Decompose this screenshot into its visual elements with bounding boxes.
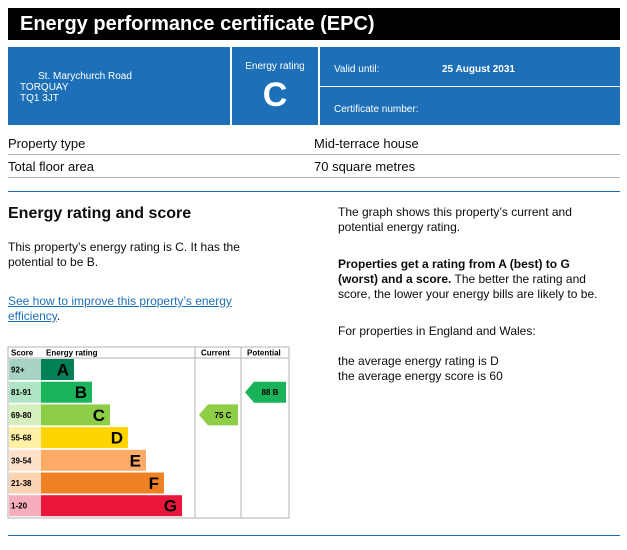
current-rating-marker (199, 404, 238, 426)
address-line3: TQ1 3JT (20, 93, 59, 104)
band-score-cell-g (9, 495, 41, 517)
energy-rating-value: C (262, 76, 288, 114)
band-score-cell-d (9, 427, 41, 449)
band-letter-a: A (57, 361, 69, 380)
band-bar-c (41, 404, 110, 426)
floor-area-value: 70 square metres (314, 159, 416, 174)
potential-rating-marker-label: 88 B (262, 388, 279, 397)
band-bar-f (41, 472, 164, 494)
band-letter-d: D (111, 429, 123, 448)
potential-rating-marker (245, 381, 286, 403)
chart-frame (7, 346, 290, 519)
band-letter-e: E (130, 451, 141, 470)
current-rating-marker-label: 75 C (215, 411, 232, 420)
average-rating: the average energy rating is D (338, 354, 499, 368)
band-bar-e (41, 449, 146, 471)
floor-area-key: Total floor area (8, 159, 94, 174)
band-score-cell-f (9, 472, 41, 494)
footer-divider (8, 535, 620, 536)
average-score: the average energy score is 60 (338, 369, 503, 383)
property-type-value: Mid-terrace house (314, 136, 419, 151)
band-score-cell-b (9, 381, 41, 403)
link-suffix: . (56, 309, 61, 323)
graph-description: The graph shows this property’s current … (338, 205, 572, 234)
valid-until-row: Valid until: 25 August 2031 (320, 47, 620, 86)
address-box: St. Marychurch Road TORQUAY TQ1 3JT (8, 47, 230, 125)
band-score-cell-e (9, 449, 41, 471)
regions-note: For properties in England and Wales: (338, 324, 536, 338)
section-divider (8, 191, 620, 192)
band-range-e: 39-54 (11, 456, 32, 465)
property-type-key: Property type (8, 136, 86, 151)
band-letter-c: C (93, 406, 105, 425)
band-range-g: 1-20 (11, 502, 28, 511)
rating-explanation: Properties get a rating from A (best) to… (338, 257, 613, 302)
improve-efficiency-link[interactable]: See how to improve this property’s energ… (8, 294, 232, 323)
rating-intro: This property’s energy rating is C. It h… (8, 240, 240, 269)
address-line1: St. Marychurch Road (38, 71, 132, 82)
page-title: Energy performance certificate (EPC) (8, 8, 620, 40)
band-range-f: 21-38 (11, 479, 32, 488)
band-letter-g: G (164, 497, 177, 516)
band-range-d: 55-68 (11, 434, 32, 443)
divider (8, 154, 620, 155)
certificate-info-box: Valid until: 25 August 2031 Certificate … (320, 47, 620, 125)
energy-rating-box: Energy rating C (232, 47, 318, 125)
header-energy-rating: Energy rating (46, 349, 98, 358)
band-range-c: 69-80 (11, 411, 32, 420)
address-line2: TORQUAY (20, 82, 69, 93)
header-potential: Potential (247, 349, 281, 358)
valid-until-label: Valid until: (334, 64, 380, 75)
rating-explanation-rest: The better the rating and score, the low… (338, 272, 598, 301)
band-range-b: 81-91 (11, 388, 32, 397)
band-bar-a (41, 359, 74, 380)
band-letter-b: B (75, 383, 87, 402)
rating-explanation-bold: Properties get a rating from A (best) to… (338, 257, 570, 286)
improve-link-wrap: See how to improve this property’s energ… (8, 294, 258, 324)
energy-rating-label: Energy rating (245, 61, 305, 72)
section-heading: Energy rating and score (8, 205, 192, 222)
certificate-number-label: Certificate number: (334, 104, 419, 115)
certificate-number-row: Certificate number: (320, 86, 620, 125)
band-score-cell-a (9, 359, 41, 380)
band-letter-f: F (149, 474, 159, 493)
divider (8, 177, 620, 178)
band-bar-b (41, 381, 92, 403)
band-range-a: 92+ (11, 366, 25, 375)
valid-until-value: 25 August 2031 (442, 64, 515, 75)
band-score-cell-c (9, 404, 41, 426)
header-score: Score (11, 349, 34, 358)
header-current: Current (201, 349, 230, 358)
band-bar-g (41, 495, 182, 517)
band-bar-d (41, 427, 128, 449)
